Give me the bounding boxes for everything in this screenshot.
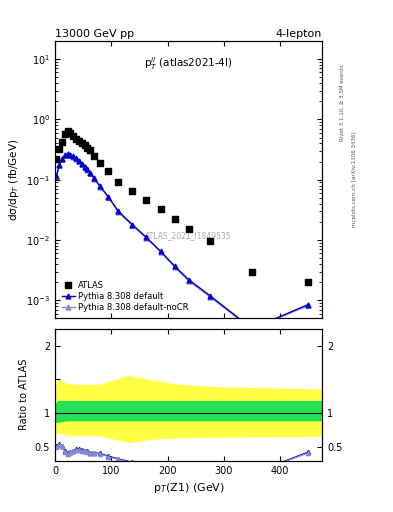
- ATLAS: [67, 129, 73, 137]
- Pythia 8.308 default: [106, 194, 111, 200]
- Legend: ATLAS, Pythia 8.308 default, Pythia 8.308 default-noCR: ATLAS, Pythia 8.308 default, Pythia 8.30…: [59, 278, 191, 314]
- Pythia 8.308 default: [54, 173, 59, 179]
- Pythia 8.308 default-noCR: [130, 222, 135, 228]
- Pythia 8.308 default: [74, 155, 79, 161]
- ATLAS: [97, 159, 103, 167]
- Pythia 8.308 default-noCR: [60, 156, 64, 162]
- Line: Pythia 8.308 default-noCR: Pythia 8.308 default-noCR: [54, 152, 310, 332]
- Pythia 8.308 default-noCR: [92, 176, 97, 182]
- Pythia 8.308 default: [82, 163, 87, 169]
- Pythia 8.308 default-noCR: [144, 235, 149, 241]
- Pythia 8.308 default-noCR: [98, 184, 103, 190]
- ATLAS: [53, 155, 60, 163]
- Pythia 8.308 default: [88, 170, 92, 176]
- ATLAS: [84, 143, 90, 152]
- ATLAS: [185, 225, 192, 233]
- Pythia 8.308 default-noCR: [57, 162, 62, 168]
- Pythia 8.308 default: [65, 151, 70, 157]
- Pythia 8.308 default: [186, 276, 191, 283]
- Pythia 8.308 default: [85, 166, 90, 173]
- Pythia 8.308 default: [208, 292, 212, 298]
- Pythia 8.308 default: [57, 162, 62, 168]
- Pythia 8.308 default: [116, 208, 121, 215]
- Text: 4-lepton: 4-lepton: [276, 29, 322, 39]
- Pythia 8.308 default: [77, 158, 81, 164]
- Pythia 8.308 default-noCR: [306, 303, 310, 309]
- ATLAS: [87, 146, 93, 154]
- ATLAS: [70, 132, 77, 140]
- ATLAS: [157, 205, 163, 213]
- Y-axis label: Ratio to ATLAS: Ratio to ATLAS: [19, 359, 29, 431]
- ATLAS: [171, 215, 178, 223]
- Pythia 8.308 default-noCR: [77, 158, 81, 164]
- Pythia 8.308 default-noCR: [79, 161, 84, 167]
- ATLAS: [115, 178, 121, 186]
- ATLAS: [143, 196, 150, 204]
- Line: Pythia 8.308 default: Pythia 8.308 default: [54, 152, 310, 331]
- Pythia 8.308 default-noCR: [68, 152, 73, 158]
- Pythia 8.308 default-noCR: [172, 264, 177, 270]
- Pythia 8.308 default: [306, 302, 310, 308]
- Text: mcplots.cern.ch [arXiv:1306.3436]: mcplots.cern.ch [arXiv:1306.3436]: [352, 132, 357, 227]
- Pythia 8.308 default-noCR: [82, 164, 87, 170]
- Pythia 8.308 default: [158, 248, 163, 254]
- ATLAS: [73, 135, 79, 143]
- ATLAS: [79, 139, 85, 147]
- Pythia 8.308 default-noCR: [208, 293, 212, 300]
- Pythia 8.308 default: [60, 156, 64, 162]
- Pythia 8.308 default: [130, 222, 135, 228]
- ATLAS: [76, 137, 82, 145]
- ATLAS: [249, 267, 255, 275]
- Text: p$_T^{ll}$ (atlas2021-4l): p$_T^{ll}$ (atlas2021-4l): [144, 55, 233, 72]
- ATLAS: [129, 187, 136, 195]
- Pythia 8.308 default-noCR: [62, 153, 67, 159]
- Text: Rivet 3.1.10, ≥ 3.5M events: Rivet 3.1.10, ≥ 3.5M events: [340, 64, 345, 141]
- ATLAS: [105, 167, 112, 175]
- Pythia 8.308 default-noCR: [250, 326, 254, 332]
- Pythia 8.308 default: [144, 234, 149, 241]
- Pythia 8.308 default-noCR: [88, 170, 92, 176]
- Text: 13000 GeV pp: 13000 GeV pp: [55, 29, 134, 39]
- Pythia 8.308 default: [172, 263, 177, 269]
- Pythia 8.308 default: [79, 161, 84, 167]
- X-axis label: p$_T$(Z1) (GeV): p$_T$(Z1) (GeV): [152, 481, 225, 495]
- ATLAS: [59, 138, 65, 146]
- Pythia 8.308 default-noCR: [74, 156, 79, 162]
- ATLAS: [64, 126, 71, 135]
- ATLAS: [91, 152, 97, 160]
- Pythia 8.308 default-noCR: [158, 249, 163, 255]
- Pythia 8.308 default-noCR: [71, 154, 76, 160]
- Text: ATLAS_2021_I1849535: ATLAS_2021_I1849535: [145, 231, 232, 240]
- Y-axis label: dσ/dp$_T$ (fb/GeV): dσ/dp$_T$ (fb/GeV): [7, 139, 20, 221]
- ATLAS: [62, 130, 68, 138]
- Pythia 8.308 default: [68, 152, 73, 158]
- ATLAS: [305, 278, 311, 286]
- ATLAS: [56, 145, 62, 153]
- Pythia 8.308 default-noCR: [106, 194, 111, 200]
- ATLAS: [207, 237, 213, 245]
- Pythia 8.308 default-noCR: [65, 152, 70, 158]
- Pythia 8.308 default: [71, 153, 76, 159]
- Pythia 8.308 default: [98, 183, 103, 189]
- Pythia 8.308 default-noCR: [116, 209, 121, 215]
- Pythia 8.308 default-noCR: [85, 167, 90, 173]
- Pythia 8.308 default-noCR: [54, 174, 59, 180]
- Pythia 8.308 default-noCR: [186, 278, 191, 284]
- ATLAS: [81, 141, 88, 150]
- Pythia 8.308 default: [250, 326, 254, 332]
- Pythia 8.308 default: [62, 152, 67, 158]
- Pythia 8.308 default: [92, 175, 97, 181]
